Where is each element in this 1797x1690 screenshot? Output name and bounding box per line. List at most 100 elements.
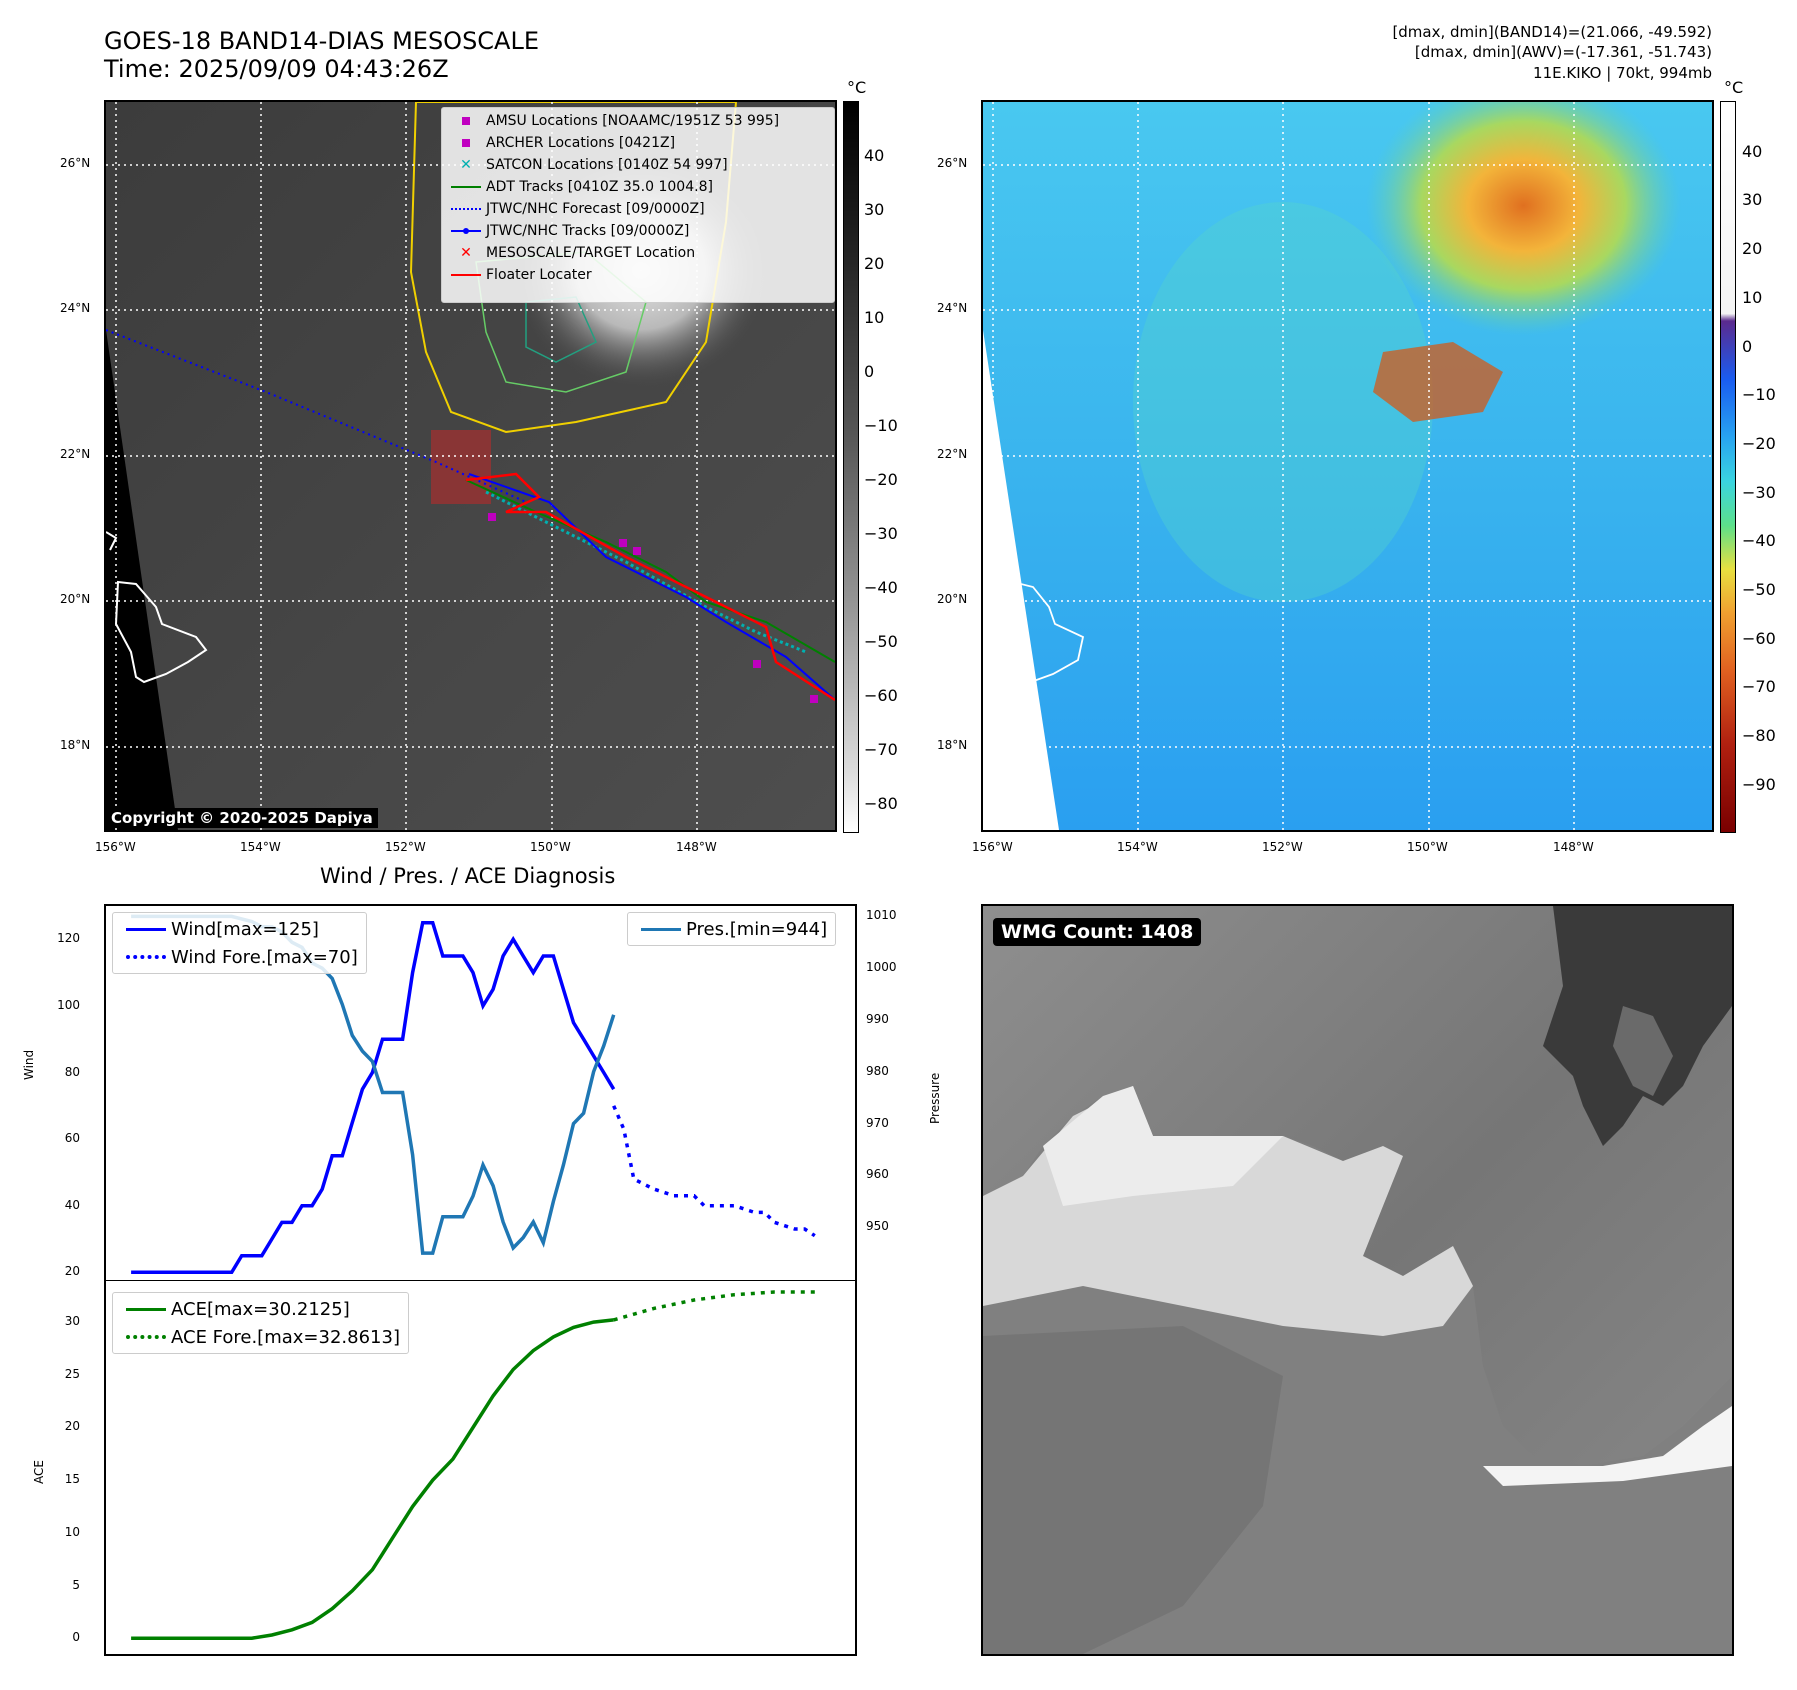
lat-label: 26°N [937, 156, 968, 170]
wind-legend: Wind[max=125] Wind Fore.[max=70] [112, 912, 367, 974]
awv-colorbar [1720, 101, 1736, 833]
cb-tick: −60 [864, 686, 898, 705]
pressure-legend: Pres.[min=944] [627, 912, 837, 946]
amsu-markers [488, 513, 818, 703]
cb-tick: −20 [1742, 434, 1776, 453]
cb-tick: −80 [1742, 726, 1776, 745]
pressure-y-tick: 990 [866, 1011, 889, 1026]
lat-label: 20°N [937, 592, 968, 606]
cb-tick: −50 [1742, 580, 1776, 599]
lat-label: 22°N [937, 447, 968, 461]
pressure-y-tick: 960 [866, 1167, 889, 1182]
lon-label: 154°W [240, 840, 281, 854]
awv-map-image [983, 102, 1712, 830]
wind-y-tick: 20 [64, 1264, 80, 1279]
line-icon [121, 922, 171, 936]
cb-tick: −40 [864, 578, 898, 597]
pressure-y-tick: 1000 [866, 960, 897, 975]
colorbar-unit: °C [1724, 78, 1744, 97]
cb-tick: 20 [864, 254, 885, 273]
lat-label: 18°N [937, 738, 968, 752]
line-icon [446, 180, 486, 194]
pressure-y-tick: 980 [866, 1063, 889, 1078]
lon-label: 156°W [95, 840, 136, 854]
cb-tick: −40 [1742, 531, 1776, 550]
floater-track [465, 472, 835, 702]
lat-label: 22°N [60, 447, 91, 461]
lat-label: 26°N [60, 156, 91, 170]
satcon-track [485, 490, 807, 654]
legend-item-amsu: AMSU Locations [NOAAMC/1951Z 53 995] [446, 110, 830, 132]
wmg-image [983, 906, 1732, 1654]
legend-item-forecast: JTWC/NHC Forecast [09/0000Z] [446, 198, 830, 220]
ir-map-legend: AMSU Locations [NOAAMC/1951Z 53 995] ARC… [441, 107, 835, 303]
legend-item-floater: Floater Locater [446, 264, 830, 286]
stats-band14: [dmax, dmin](BAND14)=(21.066, -49.592) [1392, 23, 1712, 41]
dotted-line-icon [121, 950, 171, 964]
copyright-label: Copyright © 2020-2025 Dapiya [106, 808, 378, 828]
legend-item-nhc: JTWC/NHC Tracks [09/0000Z] [446, 220, 830, 242]
awv-map-panel [981, 100, 1714, 832]
ace-chart [131, 1290, 815, 1640]
cb-tick: 30 [1742, 190, 1763, 209]
figure-title: GOES-18 BAND14-DIAS MESOSCALE [104, 27, 540, 55]
cb-tick: 20 [1742, 239, 1763, 258]
legend-item-ace-forecast: ACE Fore.[max=32.8613] [121, 1323, 400, 1351]
wmg-panel [981, 904, 1734, 1656]
diagnosis-title: Wind / Pres. / ACE Diagnosis [320, 864, 616, 888]
cb-tick: −50 [864, 632, 898, 651]
lon-label: 154°W [1117, 840, 1158, 854]
ace-forecast-line [613, 1290, 815, 1322]
legend-item-pressure: Pres.[min=944] [636, 915, 827, 943]
dotted-line-icon [121, 1330, 171, 1344]
lon-label: 150°W [530, 840, 571, 854]
cb-tick: 40 [864, 146, 885, 165]
cb-tick: −20 [864, 470, 898, 489]
cb-tick: −30 [864, 524, 898, 543]
cb-tick: −70 [1742, 677, 1776, 696]
pressure-y-tick: 950 [866, 1219, 889, 1234]
forecast-track [106, 329, 527, 503]
cb-tick: 40 [1742, 142, 1763, 161]
colorbar-unit: °C [847, 78, 867, 97]
lat-label: 24°N [937, 301, 968, 315]
stats-awv: [dmax, dmin](AWV)=(-17.361, -51.743) [1414, 43, 1712, 61]
lon-label: 152°W [1262, 840, 1303, 854]
ace-y-tick: 20 [64, 1419, 80, 1434]
ace-series-line [131, 1318, 614, 1640]
ace-y-tick: 5 [72, 1577, 80, 1592]
ace-y-tick: 0 [72, 1630, 80, 1645]
pressure-y-tick: 1010 [866, 908, 897, 923]
wind-y-tick: 40 [64, 1197, 80, 1212]
cb-tick: −70 [864, 740, 898, 759]
ace-legend: ACE[max=30.2125] ACE Fore.[max=32.8613] [112, 1292, 409, 1354]
lon-label: 156°W [972, 840, 1013, 854]
ace-chart-panel [104, 1280, 857, 1656]
wind-y-tick: 100 [57, 997, 80, 1012]
ace-y-tick: 15 [64, 1472, 80, 1487]
wind-series-line [131, 920, 616, 1275]
legend-item-satcon: ✕ SATCON Locations [0140Z 54 997] [446, 154, 830, 176]
storm-info: 11E.KIKO | 70kt, 994mb [1533, 64, 1712, 82]
line-icon [446, 268, 486, 282]
cb-tick: −30 [1742, 483, 1776, 502]
cb-tick: −90 [1742, 775, 1776, 794]
lon-label: 148°W [1553, 840, 1594, 854]
line-icon [636, 922, 686, 936]
wind-forecast-line [612, 1105, 816, 1238]
legend-item-mesoscale: ✕ MESOSCALE/TARGET Location [446, 242, 830, 264]
dotted-line-icon [446, 202, 486, 216]
cb-tick: −80 [864, 794, 898, 813]
line-dot-icon [446, 224, 486, 238]
line-icon [121, 1302, 171, 1316]
wind-y-tick: 120 [57, 931, 80, 946]
cb-tick: −10 [1742, 385, 1776, 404]
ace-axis-label: ACE [32, 1460, 46, 1484]
cb-tick: 0 [1742, 337, 1753, 356]
figure-time: Time: 2025/09/09 04:43:26Z [104, 55, 449, 83]
ace-y-tick: 25 [64, 1366, 80, 1381]
cb-tick: 10 [1742, 288, 1763, 307]
ir-colorbar [843, 101, 859, 833]
lon-label: 152°W [385, 840, 426, 854]
pressure-axis-label: Pressure [928, 1072, 942, 1124]
